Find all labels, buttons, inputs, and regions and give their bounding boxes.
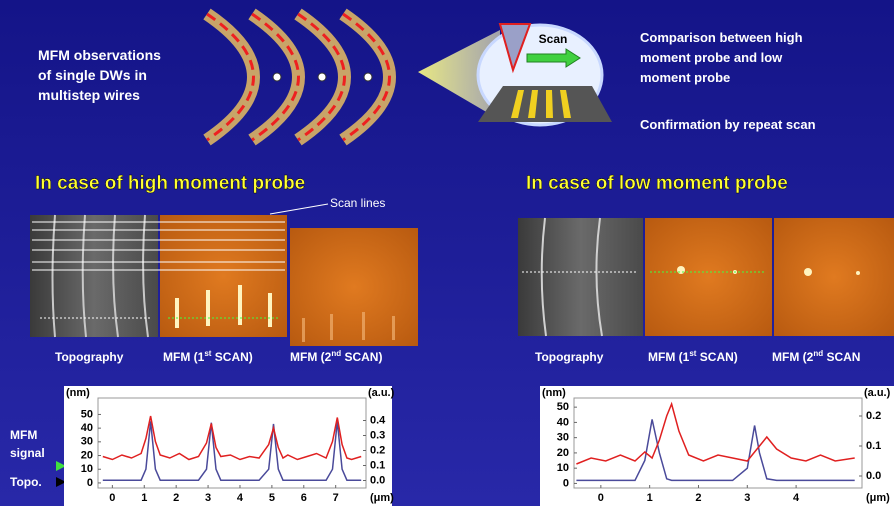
caption-text: Topography: [55, 350, 124, 364]
y-axis-label: (nm): [542, 387, 566, 399]
y-tick-label: 40: [81, 422, 93, 434]
dw-signal: [677, 266, 685, 274]
y-tick-label: 20: [557, 447, 569, 459]
mfm-image: [160, 215, 287, 337]
x-tick-label: 1: [141, 492, 147, 504]
slide: Scan MFM observations of single DWs in m…: [0, 0, 894, 506]
caption-superscript: nd: [331, 349, 341, 358]
y-tick-label: 10: [557, 462, 569, 474]
x-tick-label: 2: [695, 492, 701, 504]
domain-wall: [364, 73, 372, 81]
y2-tick-label: 0.0: [866, 470, 881, 482]
comparison-text: moment probe: [640, 70, 730, 85]
y2-tick-label: 0.3: [370, 429, 385, 441]
x-tick-label: 3: [744, 492, 750, 504]
x-tick-label: 4: [237, 492, 244, 504]
caption-text: SCAN): [341, 350, 382, 364]
x-tick-label: 0: [598, 492, 604, 504]
dw-signal: [268, 293, 272, 327]
caption-text: SCAN): [211, 350, 252, 364]
domain-wall: [318, 73, 326, 81]
x-tick-label: 2: [173, 492, 179, 504]
signal-label: MFM: [10, 428, 37, 442]
section-heading: In case of high moment probe: [35, 173, 305, 194]
dw-signal: [330, 314, 333, 340]
y-tick-label: 20: [81, 449, 93, 461]
dw-signal: [804, 268, 812, 276]
caption-text: MFM (2: [772, 350, 814, 364]
caption-text: SCAN: [823, 350, 860, 364]
y-tick-label: 0: [87, 477, 93, 489]
intro-text: of single DWs in: [38, 67, 147, 83]
body: {"slide": { "intro": ["MFM observations"…: [0, 0, 894, 506]
y2-tick-label: 0.4: [370, 414, 386, 426]
y2-tick-label: 0.1: [370, 459, 385, 471]
scan-lines-label: Scan lines: [330, 196, 385, 210]
caption-text: Topography: [535, 350, 604, 364]
y-axis-label: (nm): [66, 387, 90, 399]
y2-axis-label: (a.u.): [864, 387, 891, 399]
caption-superscript: nd: [813, 349, 823, 358]
comparison-text: moment probe and low: [640, 50, 783, 65]
comparison-text: Comparison between high: [640, 30, 803, 45]
y2-axis-label: (a.u.): [368, 387, 395, 399]
y2-tick-label: 0.2: [866, 410, 881, 422]
caption-text: MFM (1: [163, 350, 205, 364]
stripe: [546, 90, 553, 118]
dw-signal: [175, 298, 179, 328]
mfm-image: [290, 228, 418, 346]
y-tick-label: 10: [81, 463, 93, 475]
y-tick-label: 30: [557, 432, 569, 444]
mfm-image: [645, 218, 772, 336]
y-tick-label: 50: [81, 408, 93, 420]
x-tick-label: 1: [647, 492, 653, 504]
dw-signal: [856, 271, 860, 275]
page: html, body { margin: 0; padding: 0; widt…: [0, 0, 894, 506]
y-tick-label: 0: [563, 477, 569, 489]
signal-label: signal: [10, 446, 45, 460]
dw-signal: [392, 316, 395, 340]
image-caption: Topography: [55, 350, 124, 364]
dw-signal: [206, 290, 210, 326]
caption-text: MFM (2: [290, 350, 332, 364]
confirmation-text: Confirmation by repeat scan: [640, 117, 816, 132]
section-heading: In case of low moment probe: [526, 173, 788, 194]
x-tick-label: 4: [793, 492, 800, 504]
x-tick-label: 7: [333, 492, 339, 504]
dw-signal: [238, 285, 242, 325]
caption-text: MFM (1: [648, 350, 690, 364]
y2-tick-label: 0.0: [370, 474, 385, 486]
y-tick-label: 40: [557, 416, 569, 428]
x-tick-label: 5: [269, 492, 275, 504]
scan-label: Scan: [539, 32, 568, 46]
x-axis-label: (μm): [370, 492, 394, 504]
caption-text: SCAN): [696, 350, 737, 364]
y2-tick-label: 0.2: [370, 444, 385, 456]
mfm-image: [774, 218, 894, 336]
topography-image: [518, 218, 643, 336]
dw-signal: [362, 312, 365, 340]
x-tick-label: 0: [109, 492, 115, 504]
intro-text: MFM observations: [38, 47, 161, 63]
x-tick-label: 3: [205, 492, 211, 504]
y-tick-label: 30: [81, 436, 93, 448]
topo-label: Topo.: [10, 475, 42, 489]
topography-image: [30, 215, 158, 337]
dw-signal: [302, 318, 305, 342]
intro-text: multistep wires: [38, 87, 140, 103]
x-axis-label: (μm): [866, 492, 890, 504]
image-caption: Topography: [535, 350, 604, 364]
y-tick-label: 50: [557, 401, 569, 413]
y2-tick-label: 0.1: [866, 440, 881, 452]
domain-wall: [273, 73, 281, 81]
x-tick-label: 6: [301, 492, 307, 504]
